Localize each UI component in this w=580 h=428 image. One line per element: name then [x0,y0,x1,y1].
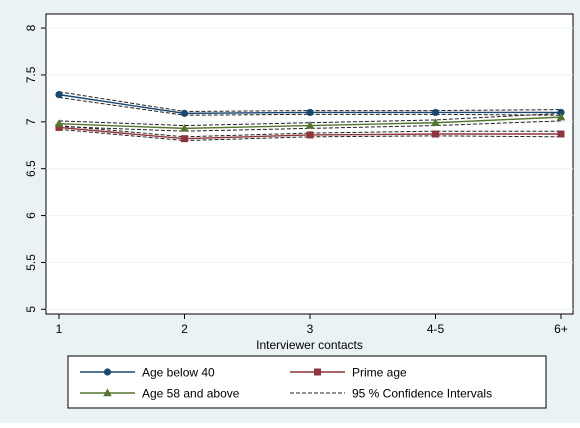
data-point [556,112,566,121]
data-point [306,108,314,117]
data-point [181,135,188,143]
data-point [54,119,64,127]
data-point [306,131,314,139]
legend-label: Age below 40 [142,366,215,380]
x-tick-label: 6+ [554,322,568,336]
data-point [432,130,439,138]
data-point [431,108,440,117]
data-point [103,388,112,397]
data-point [180,109,189,117]
y-tick-label: 6 [24,212,38,219]
data-point [431,118,440,126]
y-tick-label: 5.5 [24,254,38,271]
y-tick-label: 7.5 [24,66,38,83]
x-tick-label: 1 [56,322,63,336]
legend-label: Age 58 and above [142,387,240,401]
x-axis-title: Interviewer contacts [256,338,363,352]
y-tick-label: 5 [24,306,38,313]
x-tick-label: 4-5 [427,322,445,336]
ci-line [58,128,562,142]
y-tick-label: 7 [24,118,38,125]
data-point [180,123,189,132]
y-tick-label: 8 [24,24,38,31]
legend-label: Prime age [352,366,407,380]
legend [67,355,547,409]
data-point [305,121,315,129]
plot-area [45,13,574,315]
ci-line [58,125,561,138]
data-point [557,108,565,117]
data-point [103,368,112,376]
legend-label: 95 % Confidence Intervals [352,387,492,401]
data-point [55,91,63,99]
y-tick-label: 6.5 [24,160,38,177]
x-tick-label: 3 [307,322,314,336]
data-point [55,123,63,131]
data-point [314,368,321,376]
x-tick-label: 2 [181,322,188,336]
data-point [557,130,565,138]
